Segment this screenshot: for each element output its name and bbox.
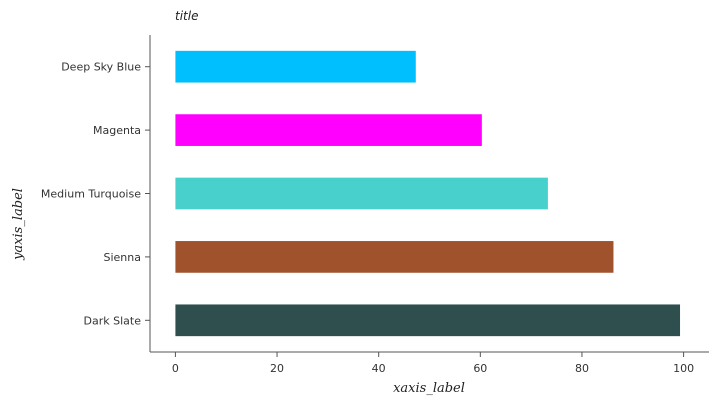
y-tick-label: Magenta <box>93 124 141 137</box>
y-tick-label: Deep Sky Blue <box>61 61 141 74</box>
x-tick-label: 60 <box>473 362 487 375</box>
bar-sienna <box>175 241 614 273</box>
bar-medium-turquoise <box>175 177 548 210</box>
x-tick-label: 40 <box>372 362 386 375</box>
x-tick-label: 0 <box>172 362 179 375</box>
bar-magenta <box>175 114 482 146</box>
x-tick-label: 80 <box>575 362 589 375</box>
bar-dark-slate <box>175 304 681 337</box>
bar-deep-sky-blue <box>175 50 416 83</box>
y-tick-label: Dark Slate <box>84 314 142 327</box>
x-tick-label: 100 <box>673 362 694 375</box>
y-axis-label: yaxis_label <box>11 188 26 261</box>
x-tick-label: 20 <box>270 362 284 375</box>
y-tick-label: Sienna <box>104 251 142 264</box>
y-tick-label: Medium Turquoise <box>41 188 141 201</box>
x-axis: 0 20 40 60 80 100 <box>150 351 709 375</box>
chart-title: title <box>175 9 198 23</box>
y-axis: Dark Slate Sienna Medium Turquoise Magenta D… <box>41 35 151 352</box>
bars-group <box>175 50 681 337</box>
x-axis-label: xaxis_label <box>393 381 465 396</box>
